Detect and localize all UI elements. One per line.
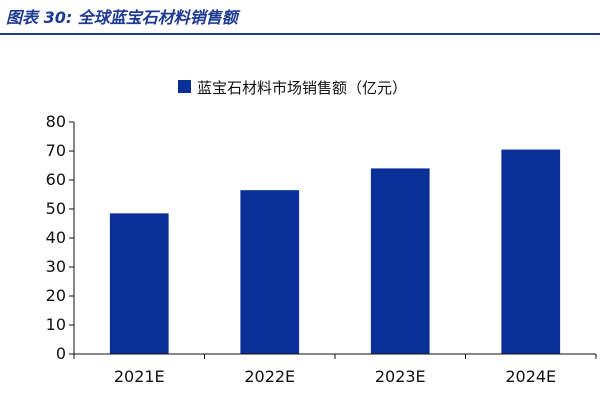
y-tick-label: 50 <box>46 199 66 218</box>
bar <box>501 149 561 354</box>
bars <box>109 149 561 354</box>
legend-label: 蓝宝石材料市场销售额（亿元） <box>197 79 407 97</box>
bar <box>240 190 300 354</box>
y-tick-label: 80 <box>46 112 66 131</box>
y-tick-label: 30 <box>46 257 66 276</box>
y-tick-label: 60 <box>46 170 66 189</box>
x-tick-label: 2024E <box>505 367 556 386</box>
title-underline <box>0 33 600 35</box>
x-tick-label: 2022E <box>244 367 295 386</box>
x-tick-label: 2021E <box>114 367 165 386</box>
legend-swatch <box>178 80 191 93</box>
y-tick-label: 20 <box>46 286 66 305</box>
x-tick-labels: 2021E 2022E 2023E 2024E <box>114 367 556 386</box>
bar <box>109 213 169 354</box>
axes <box>69 121 597 359</box>
y-tick-label: 0 <box>56 344 66 363</box>
bar <box>370 168 430 354</box>
figure-title: 图表 30: 全球蓝宝石材料销售额 <box>6 8 238 27</box>
x-tick-label: 2023E <box>375 367 426 386</box>
legend: 蓝宝石材料市场销售额（亿元） <box>178 79 407 97</box>
y-tick-label: 40 <box>46 228 66 247</box>
y-tick-label: 10 <box>46 315 66 334</box>
y-tick-label: 70 <box>46 141 66 160</box>
y-tick-labels: 0 10 20 30 40 50 60 70 80 <box>46 112 66 363</box>
